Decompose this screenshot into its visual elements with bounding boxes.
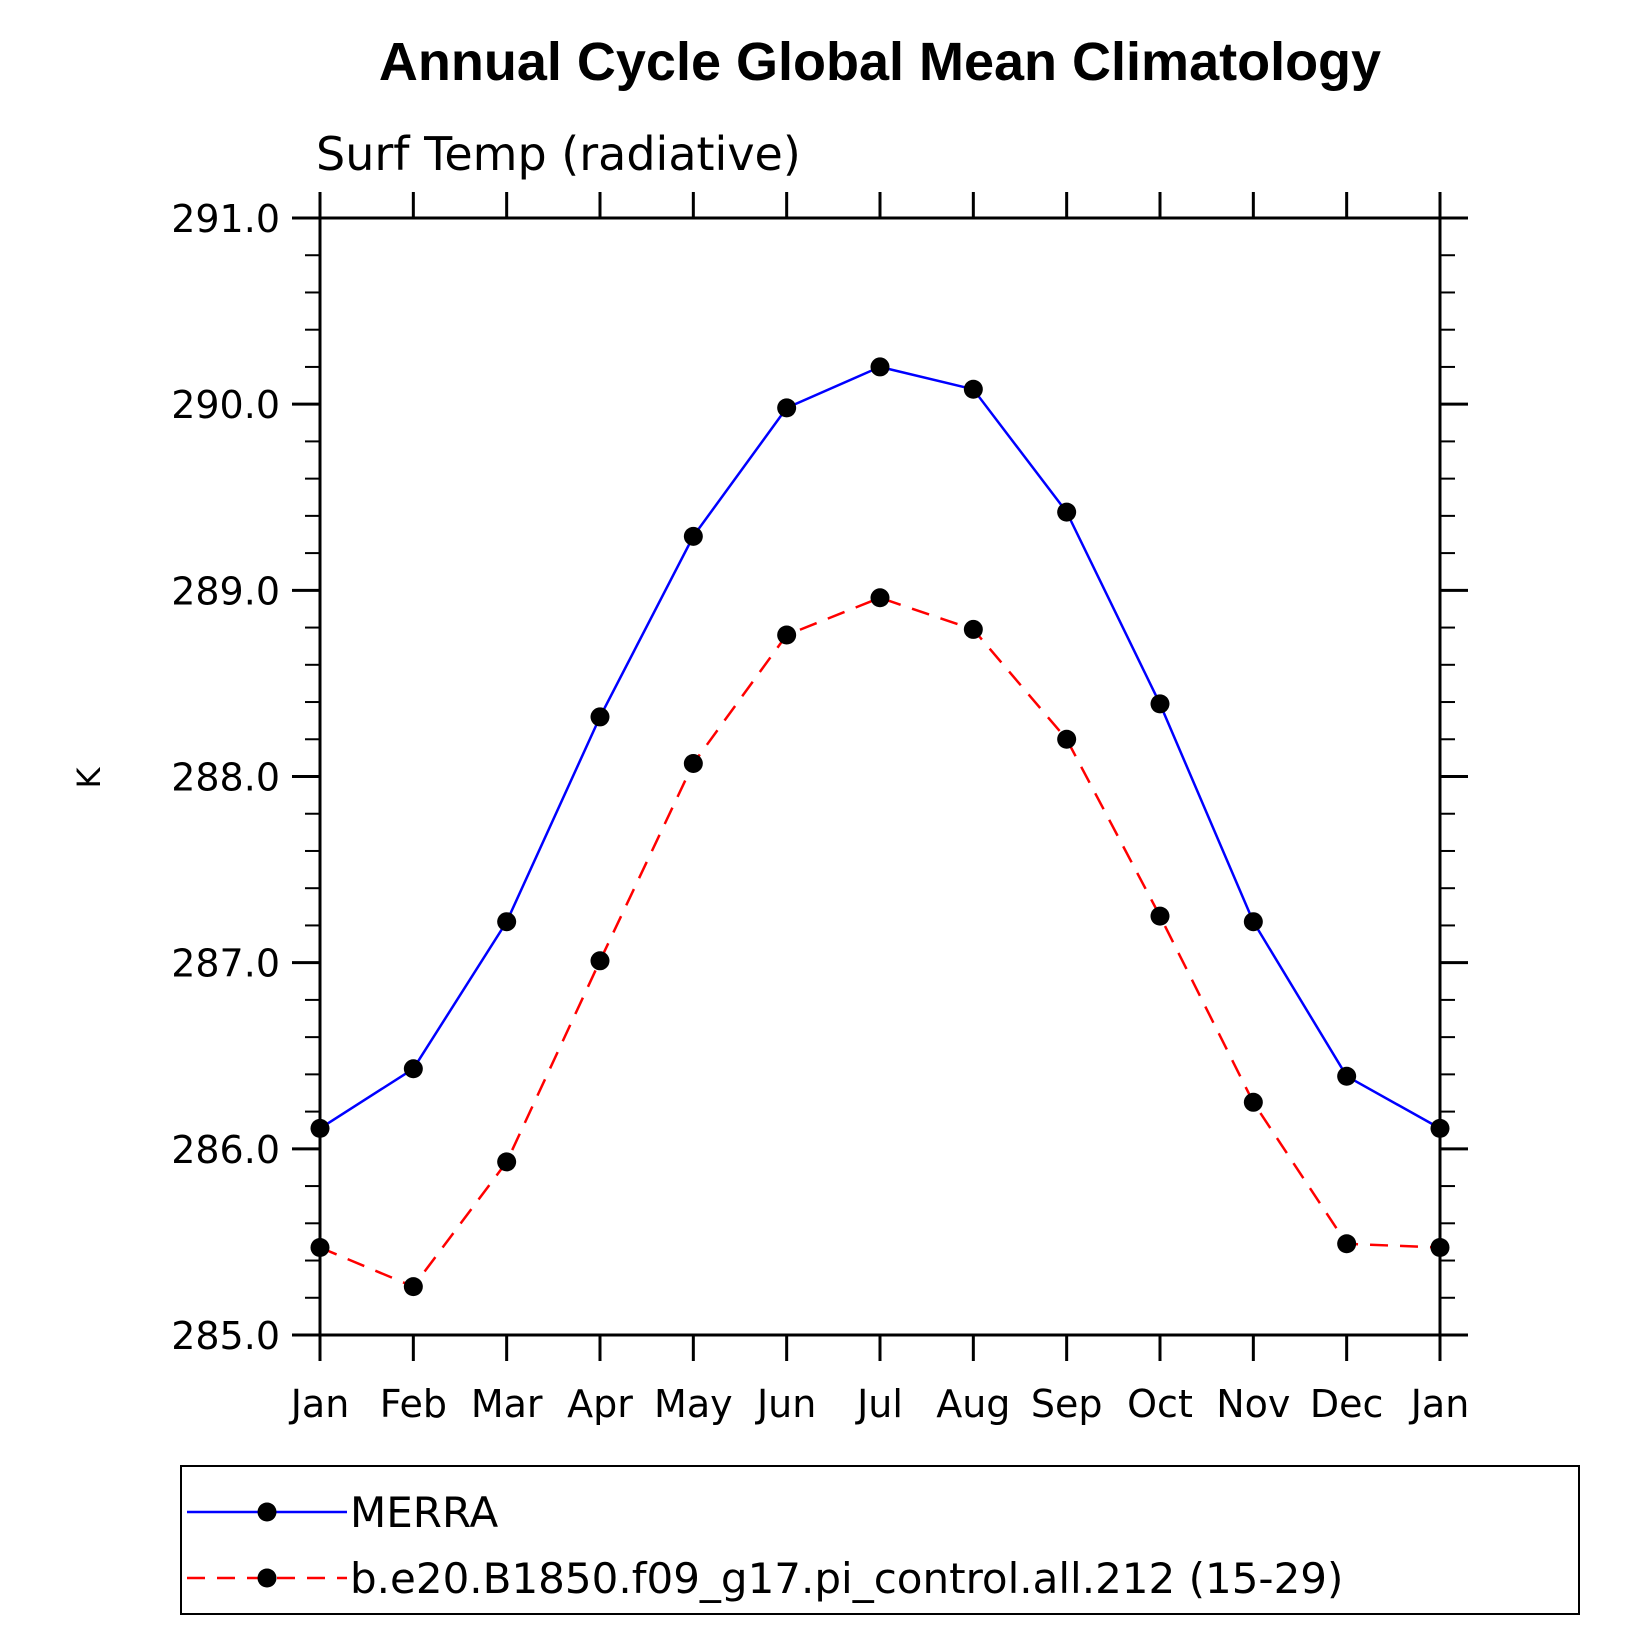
data-point (1430, 1118, 1450, 1138)
data-point (777, 398, 797, 418)
legend-marker (257, 1568, 277, 1588)
series-line (319, 596, 1441, 1289)
legend-marker (257, 1502, 277, 1522)
chart-title: Annual Cycle Global Mean Climatology (379, 32, 1381, 92)
data-point (683, 753, 703, 773)
data-point (590, 951, 610, 971)
y-tick-label: 288.0 (171, 756, 280, 800)
data-point (777, 625, 797, 645)
x-tick-label: Jun (755, 1382, 816, 1426)
x-tick-label: Mar (471, 1382, 543, 1426)
legend-box (180, 1465, 1580, 1615)
series-0 (310, 357, 1450, 1138)
data-point (590, 707, 610, 727)
x-tick-label: Jul (855, 1382, 903, 1426)
data-point (403, 1059, 423, 1079)
x-tick-label: Dec (1310, 1382, 1384, 1426)
data-point (1243, 1092, 1263, 1112)
legend-label: MERRA (350, 1488, 498, 1537)
data-point (1243, 912, 1263, 932)
legend-item-1: b.e20.B1850.f09_g17.pi_control.all.212 (… (187, 1554, 1343, 1603)
x-tick-label: Aug (936, 1382, 1010, 1426)
x-tick-label: Jan (289, 1382, 350, 1426)
legend-label: b.e20.B1850.f09_g17.pi_control.all.212 (… (350, 1554, 1343, 1603)
data-point (963, 379, 983, 399)
data-point (497, 912, 517, 932)
x-tick-label: Feb (380, 1382, 447, 1426)
data-point (1057, 729, 1077, 749)
y-axis-label: K (70, 766, 108, 788)
y-tick-label: 290.0 (171, 383, 280, 427)
y-tick-label: 291.0 (171, 197, 280, 241)
data-point (403, 1277, 423, 1297)
x-tick-label: May (654, 1382, 733, 1426)
data-point (963, 619, 983, 639)
data-point (683, 526, 703, 546)
chart-subtitle: Surf Temp (radiative) (316, 127, 801, 181)
data-point (1057, 502, 1077, 522)
series-layer (310, 357, 1450, 1297)
x-tick-label: Sep (1031, 1382, 1103, 1426)
data-point (870, 588, 890, 608)
data-point (1150, 906, 1170, 926)
data-point (310, 1118, 330, 1138)
data-point (497, 1152, 517, 1172)
data-point (1430, 1238, 1450, 1258)
legend: MERRA b.e20.B1850.f09_g17.pi_control.all.… (187, 1488, 1343, 1603)
series-1 (310, 588, 1450, 1297)
data-point (870, 357, 890, 377)
x-tick-label: Oct (1127, 1382, 1193, 1426)
y-tick-label: 286.0 (171, 1128, 280, 1172)
legend-item-0: MERRA (187, 1488, 498, 1537)
x-tick-label: Jan (1409, 1382, 1470, 1426)
y-tick-label: 289.0 (171, 569, 280, 613)
x-tick-label: Nov (1216, 1382, 1290, 1426)
axes: Jan Feb Mar Apr May Jun Jul Aug Sep Oct Nov Dec Jan2… (171, 192, 1469, 1426)
data-point (1150, 694, 1170, 714)
data-point (1337, 1066, 1357, 1086)
data-point (310, 1238, 330, 1258)
series-line (319, 365, 1441, 1130)
y-tick-label: 285.0 (171, 1314, 280, 1358)
data-point (1337, 1234, 1357, 1254)
y-tick-label: 287.0 (171, 942, 280, 986)
plot-frame (318, 216, 1442, 1337)
x-tick-label: Apr (567, 1382, 633, 1426)
